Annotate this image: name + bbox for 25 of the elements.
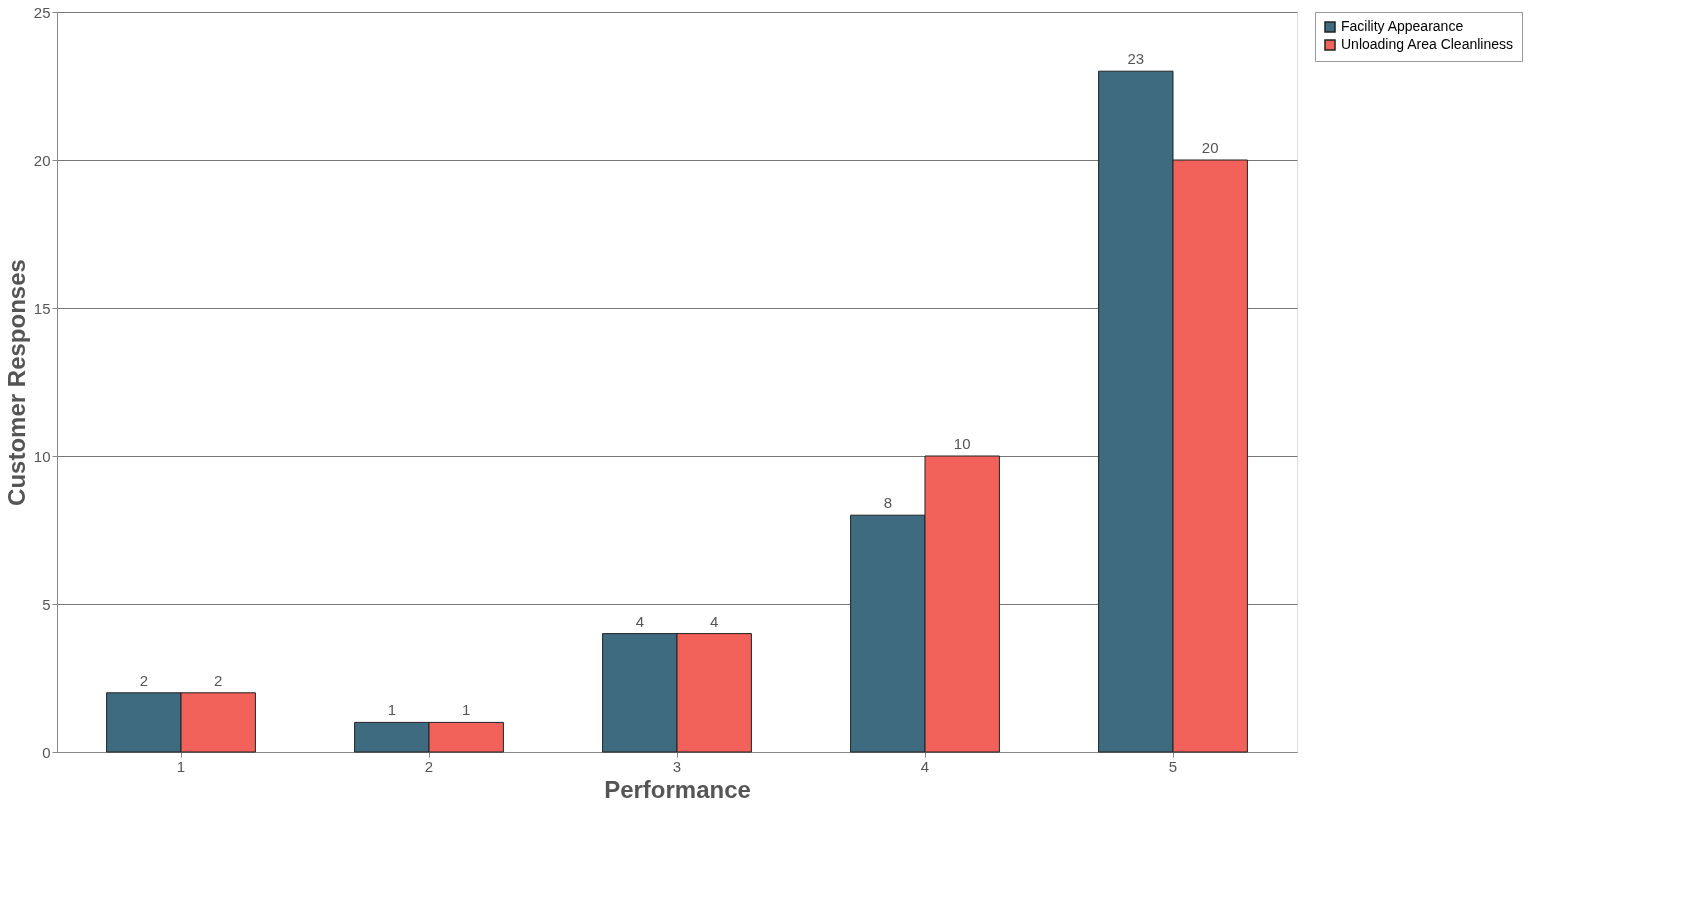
y-tick-label: 5 bbox=[42, 595, 51, 613]
data-label: 1 bbox=[462, 701, 471, 719]
x-axis-title: Performance bbox=[604, 775, 751, 803]
x-tick-label: 2 bbox=[424, 757, 434, 775]
y-axis-title: Customer Responses bbox=[2, 259, 30, 506]
y-tick-label: 25 bbox=[33, 3, 51, 21]
x-tick-label: 5 bbox=[1168, 757, 1178, 775]
x-tick-label: 4 bbox=[920, 757, 930, 775]
data-label: 20 bbox=[1201, 139, 1219, 156]
data-label: 1 bbox=[387, 701, 396, 719]
data-label: 4 bbox=[710, 612, 719, 630]
x-tick-label: 1 bbox=[176, 757, 186, 775]
y-tick-label: 20 bbox=[33, 151, 51, 169]
y-tick-label: 10 bbox=[33, 447, 51, 465]
y-tick-label: 15 bbox=[33, 299, 51, 317]
data-label: 8 bbox=[883, 494, 892, 512]
y-tick-label: 0 bbox=[42, 743, 51, 761]
x-tick-label: 3 bbox=[672, 757, 682, 775]
data-label: 10 bbox=[953, 435, 971, 452]
legend-label: Unloading Area Cleanliness bbox=[1341, 36, 1513, 52]
data-label: 2 bbox=[139, 671, 148, 689]
data-label: 2 bbox=[214, 671, 223, 689]
data-label: 23 bbox=[1127, 50, 1145, 68]
data-label: 4 bbox=[635, 612, 644, 630]
legend-label: Facility Appearance bbox=[1341, 18, 1464, 34]
